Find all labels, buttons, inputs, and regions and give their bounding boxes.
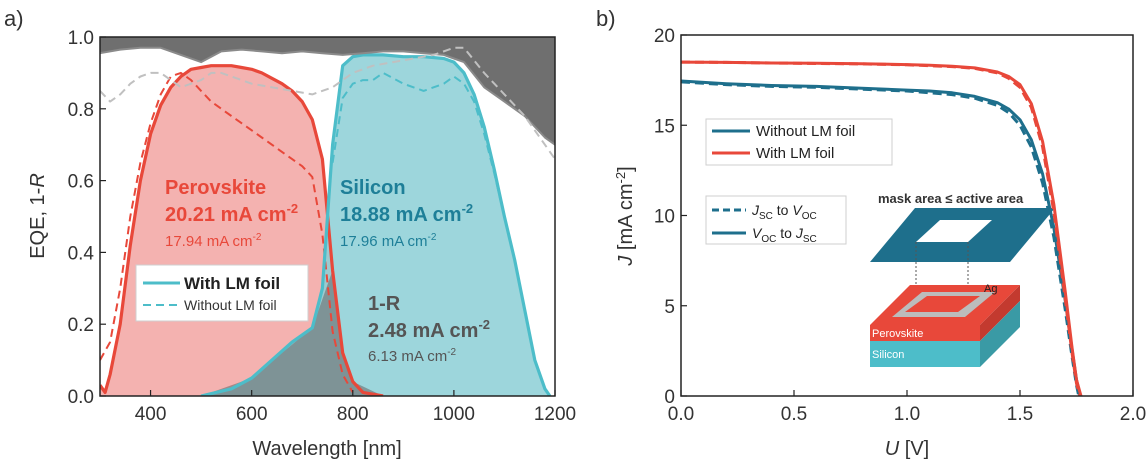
silicon-area bbox=[201, 54, 550, 396]
a-xtick-label: 1200 bbox=[534, 404, 576, 425]
scan-legend-jsc-voc-label: JSC to VOC bbox=[751, 202, 817, 222]
mask-frame bbox=[870, 208, 1055, 262]
reflection-annotation: 1-R 2.48 mA cm-2 6.13 mA cm-2 bbox=[368, 293, 490, 365]
a-ytick-label: 0.8 bbox=[68, 100, 94, 121]
legend-b-box bbox=[705, 118, 893, 166]
a-ytick-label: 0.6 bbox=[68, 172, 94, 193]
a-xtick-label: 600 bbox=[236, 404, 268, 425]
a-ytick-label: 0.0 bbox=[68, 387, 94, 408]
perovskite-without-line bbox=[100, 71, 354, 393]
b-xtick-label: 1.0 bbox=[894, 404, 920, 425]
perovskite-with-line bbox=[100, 64, 384, 396]
b-xlabel: U [V] bbox=[885, 438, 929, 460]
b-ytick-label: 10 bbox=[654, 207, 675, 228]
b-ytick-label: 20 bbox=[654, 26, 675, 47]
silicon-jsc-without: 17.96 mA cm-2 bbox=[340, 232, 437, 250]
silicon-jsc-with: 18.88 mA cm-2 bbox=[340, 201, 473, 226]
axes-b-ticks: 0.0 0.5 1.0 1.5 2.0 0 5 10 15 20 bbox=[654, 26, 1146, 425]
legend-a-with-label: With LM foil bbox=[184, 274, 280, 293]
legend-a-box bbox=[135, 264, 309, 322]
b-ytick-label: 0 bbox=[664, 387, 675, 408]
a-xtick-label: 800 bbox=[337, 404, 369, 425]
reflection-without-line bbox=[100, 46, 555, 160]
device-inset: mask area ≤ active area Ag Perovskite Si… bbox=[870, 191, 1055, 367]
b-ytick-label: 15 bbox=[654, 116, 675, 137]
perovskite-annotation: Perovskite 20.21 mA cm-2 17.94 mA cm-2 bbox=[165, 177, 298, 250]
perovskite-jsc-without: 17.94 mA cm-2 bbox=[165, 232, 262, 250]
silicon-with-line bbox=[200, 53, 552, 396]
legend-b: Without LM foil With LM foil bbox=[705, 118, 893, 166]
silicon-without-line bbox=[331, 71, 551, 396]
axes-frame-a bbox=[99, 36, 556, 397]
a-xtick-label: 1000 bbox=[433, 404, 475, 425]
a-ytick-label: 0.4 bbox=[68, 243, 95, 264]
silicon-name: Silicon bbox=[340, 177, 406, 199]
legend-b-without-label: Without LM foil bbox=[756, 123, 855, 140]
scan-legend: JSC to VOC VOC to JSC bbox=[705, 195, 847, 245]
inset-silicon-label: Silicon bbox=[872, 349, 904, 361]
b-ylabel: J [mA cm-2] bbox=[613, 166, 637, 266]
reflection-with-line bbox=[100, 46, 555, 146]
b-xtick-label: 2.0 bbox=[1120, 404, 1146, 425]
b-ytick-label: 5 bbox=[664, 297, 675, 318]
jv-plot bbox=[681, 60, 1083, 396]
silicon-annotation: Silicon 18.88 mA cm-2 17.96 mA cm-2 bbox=[340, 177, 473, 250]
b-xtick-label: 0.0 bbox=[668, 404, 694, 425]
reflection-name: 1-R bbox=[368, 293, 401, 315]
a-ylabel: EQE, 1-R bbox=[27, 173, 49, 259]
reflection-jsc-with: 2.48 mA cm-2 bbox=[368, 317, 490, 342]
b-xtick-label: 1.5 bbox=[1007, 404, 1033, 425]
legend-a-without-label: Without LM foil bbox=[184, 297, 277, 313]
a-xlabel: Wavelength [nm] bbox=[252, 438, 401, 460]
a-xtick-label: 400 bbox=[135, 404, 167, 425]
a-ytick-label: 0.2 bbox=[68, 315, 94, 336]
device-stack: Ag Perovskite Silicon bbox=[870, 283, 1020, 367]
with-voc-jsc-line bbox=[681, 60, 1083, 396]
b-xtick-label: 0.5 bbox=[781, 404, 807, 425]
a-ytick-label: 1.0 bbox=[68, 28, 94, 49]
axes-a-ticks: 400 600 800 1000 1200 0.0 0.2 0.4 0.6 0.8 1.0 bbox=[68, 28, 577, 425]
panel-a-label: a) bbox=[4, 6, 24, 31]
legend-b-with-label: With LM foil bbox=[756, 145, 834, 162]
perovskite-name: Perovskite bbox=[165, 177, 266, 199]
overlap-area bbox=[201, 270, 384, 396]
reflection-jsc-without: 6.13 mA cm-2 bbox=[368, 347, 457, 365]
scan-legend-voc-jsc-label: VOC to JSC bbox=[752, 225, 817, 245]
inset-perovskite-label: Perovskite bbox=[872, 328, 923, 340]
scan-legend-box bbox=[705, 195, 847, 245]
legend-a: With LM foil Without LM foil bbox=[135, 264, 309, 322]
inset-title: mask area ≤ active area bbox=[878, 191, 1024, 206]
perovskite-jsc-with: 20.21 mA cm-2 bbox=[165, 201, 298, 226]
panel-b-label: b) bbox=[596, 6, 616, 31]
inset-ag-label: Ag bbox=[984, 283, 997, 295]
